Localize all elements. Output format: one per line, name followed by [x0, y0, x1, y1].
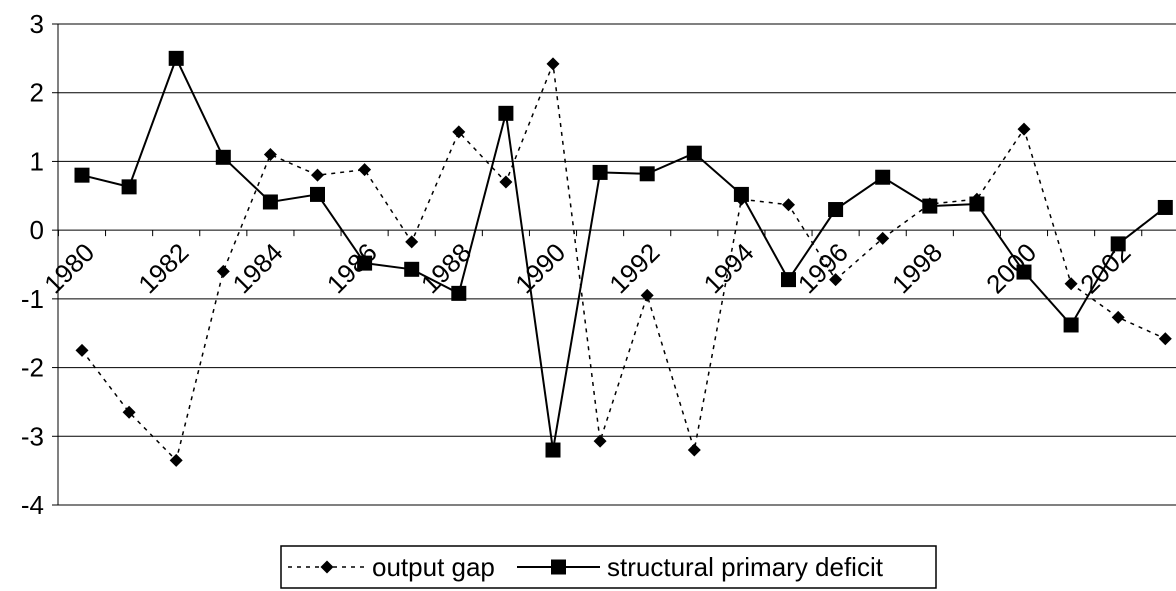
series-line: [81, 55, 1166, 451]
square-marker: [781, 272, 796, 288]
y-tick-label: -4: [21, 490, 44, 520]
diamond-marker: [1111, 310, 1125, 324]
square-marker: [639, 166, 655, 182]
legend-label: structural primary deficit: [607, 552, 884, 582]
y-tick-label: 0: [30, 215, 44, 245]
diamond-marker: [593, 434, 607, 448]
y-tick-label: 1: [30, 146, 44, 176]
y-tick-label: -1: [21, 284, 44, 314]
diamond-marker: [640, 288, 654, 302]
y-tick-label: 3: [30, 9, 44, 39]
square-marker: [686, 145, 702, 161]
x-tick-label: 1982: [132, 237, 194, 299]
square-marker: [733, 186, 749, 202]
square-marker: [357, 255, 373, 271]
x-axis: 1980 1982 1984 1986 1988 1990 1992 1994 1996 1998…: [38, 229, 1176, 299]
x-tick-label: 1992: [603, 237, 665, 299]
square-marker: [1063, 317, 1079, 333]
square-marker: [545, 442, 561, 458]
diamond-marker: [1064, 277, 1078, 291]
x-tick-label: 1998: [886, 237, 948, 299]
square-marker: [922, 198, 938, 214]
square-marker: [498, 105, 514, 121]
square-marker: [262, 194, 278, 210]
plot-area: [74, 50, 1173, 467]
diamond-marker: [263, 148, 277, 162]
square-marker: [551, 559, 566, 575]
x-tick-label: 1980: [38, 237, 100, 299]
y-tick-label: -3: [21, 421, 44, 451]
square-marker: [74, 167, 90, 183]
diamond-marker: [405, 235, 419, 249]
diamond-marker: [1017, 122, 1031, 136]
y-tick-label: -2: [21, 353, 44, 383]
x-tick-label: 2002: [1074, 237, 1136, 299]
square-marker: [168, 50, 184, 66]
gridlines: [58, 23, 1176, 506]
diamond-marker: [358, 163, 372, 177]
y-axis: 3 2 1 0 -1 -2 -3 -4: [21, 9, 59, 520]
legend-label: output gap: [372, 552, 495, 582]
square-marker: [1110, 236, 1126, 252]
square-marker: [1016, 264, 1032, 280]
legend-item: output gap: [288, 552, 495, 582]
diamond-marker: [169, 453, 183, 467]
y-tick-label: 2: [30, 78, 44, 108]
x-tick-label: 1984: [227, 237, 289, 299]
diamond-marker: [216, 264, 230, 278]
square-marker: [310, 186, 325, 202]
square-marker: [969, 196, 985, 212]
diamond-marker: [876, 231, 890, 245]
diamond-marker: [320, 560, 334, 574]
diamond-marker: [1158, 332, 1172, 346]
square-marker: [592, 164, 608, 180]
diamond-marker: [452, 125, 466, 139]
diamond-marker: [122, 405, 136, 419]
diamond-marker: [311, 168, 324, 182]
diamond-marker: [499, 175, 513, 189]
diamond-marker: [546, 57, 560, 71]
diamond-marker: [75, 343, 89, 357]
x-tick-label: 1996: [792, 237, 854, 299]
square-marker: [875, 169, 891, 185]
legend-box: [280, 545, 937, 589]
diamond-marker: [782, 198, 795, 212]
legend-item: structural primary deficit: [517, 552, 884, 582]
diamond-marker: [829, 273, 843, 287]
square-marker: [121, 179, 137, 195]
x-tick-label: 2000: [980, 237, 1042, 299]
square-marker: [828, 202, 844, 218]
square-marker: [404, 261, 420, 277]
square-marker: [1157, 199, 1173, 215]
series-1: [74, 50, 1173, 458]
series-line: [81, 63, 1166, 462]
x-tick-label: 1986: [321, 237, 383, 299]
x-tick-label: 1988: [415, 237, 477, 299]
diamond-marker: [687, 443, 701, 457]
square-marker: [215, 149, 231, 165]
square-marker: [451, 285, 467, 301]
legend: output gap structural primary deficit: [280, 545, 937, 589]
x-tick-label: 1990: [509, 237, 571, 299]
